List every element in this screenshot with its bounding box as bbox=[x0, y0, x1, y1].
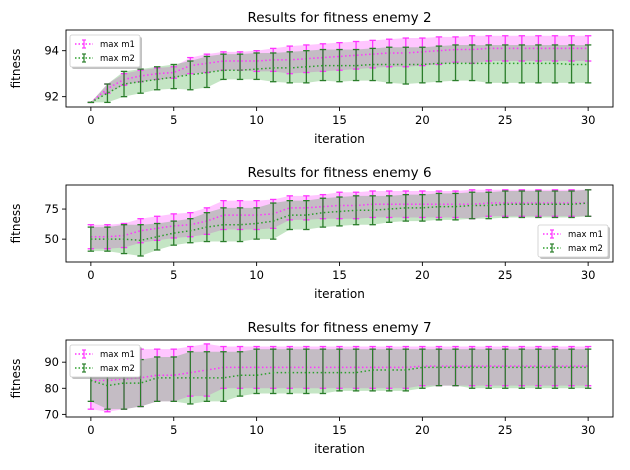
x-tick-label: 25 bbox=[498, 268, 513, 282]
y-tick-label: 50 bbox=[44, 232, 59, 246]
x-tick-label: 0 bbox=[87, 113, 94, 127]
y-tick-label: 90 bbox=[44, 355, 59, 369]
plot-area bbox=[87, 343, 592, 413]
legend-label: max m2 bbox=[100, 364, 135, 374]
x-axis-label: iteration bbox=[314, 442, 365, 456]
chart-panel-3: 0 5 10 15 20 25 30 70 80 90 Results for fitness en… bbox=[9, 320, 614, 456]
x-tick-label: 0 bbox=[87, 268, 94, 282]
x-tick-label: 20 bbox=[415, 423, 430, 437]
series-line-2 bbox=[90, 62, 589, 104]
plot-area bbox=[87, 189, 592, 257]
legend-label: max m1 bbox=[568, 230, 603, 240]
y-axis-label: fitness bbox=[9, 359, 23, 399]
legend-box bbox=[69, 34, 141, 68]
x-tick-label: 15 bbox=[332, 268, 347, 282]
x-tick-label: 5 bbox=[170, 423, 177, 437]
x-tick-label: 10 bbox=[249, 113, 264, 127]
legend-label: max m2 bbox=[100, 54, 135, 64]
series-line-2 bbox=[90, 366, 589, 387]
y-tick-label: 92 bbox=[44, 90, 59, 104]
x-tick-label: 25 bbox=[498, 423, 513, 437]
chart-title: Results for fitness enemy 6 bbox=[247, 165, 431, 181]
legend-label: max m2 bbox=[568, 244, 603, 254]
x-tick-label: 10 bbox=[249, 268, 264, 282]
x-axis-label: iteration bbox=[314, 132, 365, 146]
x-tick-label: 15 bbox=[332, 113, 347, 127]
x-tick-label: 30 bbox=[581, 113, 596, 127]
legend-label: max m1 bbox=[100, 40, 135, 50]
x-tick-label: 15 bbox=[332, 423, 347, 437]
legend-box bbox=[537, 224, 609, 258]
x-tick-label: 30 bbox=[581, 268, 596, 282]
legend: max m1 max m2 bbox=[537, 224, 610, 259]
plot-area bbox=[87, 35, 592, 104]
legend: max m1 max m2 bbox=[69, 344, 142, 379]
legend-label: max m1 bbox=[100, 350, 135, 360]
chart-title: Results for fitness enemy 7 bbox=[247, 320, 431, 336]
y-tick-label: 70 bbox=[44, 407, 59, 421]
chart-panel-2: 0 5 10 15 20 25 30 50 75 Results for fitness enem… bbox=[9, 165, 614, 301]
x-tick-label: 30 bbox=[581, 423, 596, 437]
legend-box bbox=[69, 344, 141, 378]
x-tick-label: 20 bbox=[415, 268, 430, 282]
chart-title: Results for fitness enemy 2 bbox=[247, 10, 431, 26]
legend: max m1 max m2 bbox=[69, 34, 142, 69]
y-axis-label: fitness bbox=[9, 204, 23, 244]
chart-panel-1: 0 5 10 15 20 25 30 92 94 Results for fitness enem… bbox=[9, 10, 614, 146]
y-axis-label: fitness bbox=[9, 49, 23, 89]
x-axis-label: iteration bbox=[314, 287, 365, 301]
x-tick-label: 25 bbox=[498, 113, 513, 127]
x-tick-label: 10 bbox=[249, 423, 264, 437]
y-tick-label: 75 bbox=[44, 202, 59, 216]
y-tick-label: 94 bbox=[44, 44, 59, 58]
y-tick-label: 80 bbox=[44, 381, 59, 395]
x-tick-label: 5 bbox=[170, 113, 177, 127]
x-tick-label: 5 bbox=[170, 268, 177, 282]
x-tick-label: 20 bbox=[415, 113, 430, 127]
x-tick-label: 0 bbox=[87, 423, 94, 437]
